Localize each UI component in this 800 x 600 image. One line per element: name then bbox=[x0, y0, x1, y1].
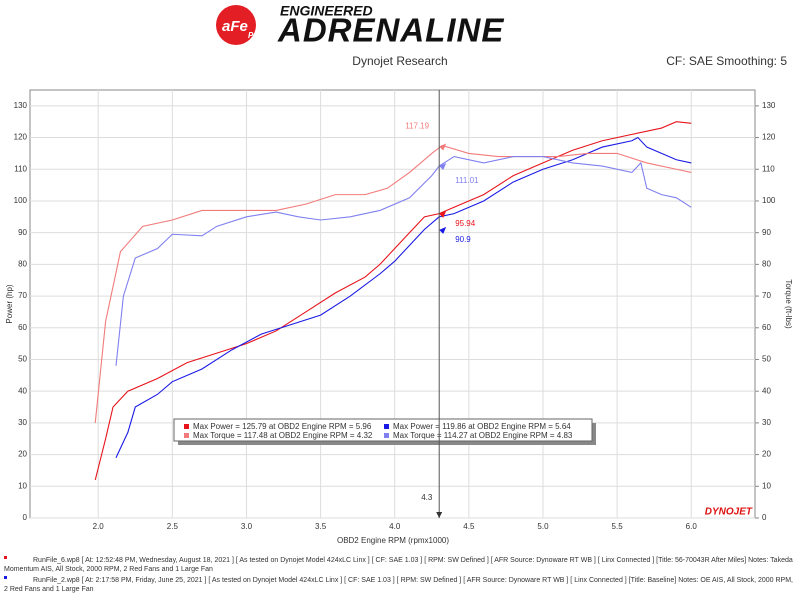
series-line bbox=[94, 121, 692, 481]
y-tick-label: 30 bbox=[18, 418, 27, 427]
legend-label: Max Power = 125.79 at OBD2 Engine RPM = … bbox=[193, 422, 372, 431]
y-tick-label: 60 bbox=[18, 323, 27, 332]
y-tick-label: 110 bbox=[14, 164, 27, 173]
y-tick-label: 120 bbox=[14, 133, 28, 142]
series-line bbox=[94, 144, 692, 423]
legend-label: Max Torque = 117.48 at OBD2 Engine RPM =… bbox=[193, 431, 373, 440]
chart: aFe POWER ENGINEERED ADRENALINE Dynojet … bbox=[5, 3, 793, 545]
legend: Max Power = 125.79 at OBD2 Engine RPM = … bbox=[173, 418, 596, 445]
y-tick-label: 70 bbox=[18, 291, 27, 300]
y2-tick-label: 0 bbox=[762, 513, 767, 522]
legend-label: Max Torque = 114.27 at OBD2 Engine RPM =… bbox=[393, 431, 573, 440]
y-tick-label: 100 bbox=[14, 196, 28, 205]
x-tick-label: 3.0 bbox=[241, 522, 253, 531]
y-tick-label: 10 bbox=[18, 481, 27, 490]
legend-label: Max Power = 119.86 at OBD2 Engine RPM = … bbox=[393, 422, 571, 431]
settings: CF: SAE Smoothing: 5 bbox=[666, 54, 787, 68]
y2-tick-label: 80 bbox=[762, 259, 771, 268]
y-tick-label: 40 bbox=[18, 386, 27, 395]
legend-box bbox=[173, 418, 593, 442]
cursor-value-label: 95.94 bbox=[455, 219, 476, 228]
y2-tick-label: 50 bbox=[762, 355, 771, 364]
x-tick-label: 6.0 bbox=[686, 522, 698, 531]
series-line bbox=[115, 155, 692, 366]
y-tick-label: 50 bbox=[18, 355, 27, 364]
series-line bbox=[115, 136, 692, 458]
y2-tick-label: 70 bbox=[762, 291, 771, 300]
legend-swatch bbox=[384, 424, 389, 429]
footer-text: RunFile_2.wp8 [ At: 2:17:58 PM, Friday, … bbox=[4, 577, 793, 593]
y2-tick-label: 20 bbox=[762, 450, 771, 459]
y2-axis-label: Torque (ft-lbs) bbox=[784, 279, 793, 329]
footer-swatch bbox=[4, 556, 7, 559]
cursor-value-label: 117.19 bbox=[405, 122, 429, 131]
footer-text: RunFile_6.wp8 [ At: 12:52:48 PM, Wednesd… bbox=[4, 557, 793, 573]
footer-run-1: RunFile_6.wp8 [ At: 12:52:48 PM, Wednesd… bbox=[4, 556, 796, 574]
cursor-marker bbox=[439, 143, 447, 151]
y2-tick-label: 100 bbox=[762, 196, 776, 205]
watermark: DYNOJET bbox=[705, 507, 753, 518]
logo-brand: aFe bbox=[222, 18, 248, 35]
cursor-marker bbox=[439, 210, 447, 218]
x-tick-label: 4.5 bbox=[463, 522, 475, 531]
footer-swatch bbox=[4, 576, 7, 579]
legend-swatch bbox=[384, 433, 389, 438]
y-tick-label: 130 bbox=[14, 101, 28, 110]
x-tick-label: 2.0 bbox=[93, 522, 105, 531]
y-tick-label: 80 bbox=[18, 259, 27, 268]
x-axis-label: OBD2 Engine RPM (rpmx1000) bbox=[337, 536, 449, 545]
cursor-marker bbox=[439, 226, 447, 234]
legend-swatch bbox=[184, 424, 189, 429]
logo-title: ADRENALINE bbox=[277, 12, 504, 49]
cursor-value-label: 90.9 bbox=[455, 235, 471, 244]
y2-tick-label: 40 bbox=[762, 386, 771, 395]
y2-tick-label: 60 bbox=[762, 323, 771, 332]
x-tick-label: 5.5 bbox=[612, 522, 624, 531]
y-tick-label: 20 bbox=[18, 450, 27, 459]
y2-tick-label: 120 bbox=[762, 133, 776, 142]
legend-swatch bbox=[184, 433, 189, 438]
y2-tick-label: 110 bbox=[762, 164, 775, 173]
x-tick-label: 2.5 bbox=[167, 522, 179, 531]
y2-tick-label: 30 bbox=[762, 418, 771, 427]
y-tick-label: 90 bbox=[18, 228, 27, 237]
cursor-marker bbox=[439, 163, 447, 171]
cursor-value-label: 111.01 bbox=[455, 176, 479, 185]
cursor-x-arrow bbox=[436, 512, 443, 518]
y-axis-label: Power (hp) bbox=[5, 284, 14, 323]
x-tick-label: 3.5 bbox=[315, 522, 327, 531]
plot-area bbox=[29, 89, 756, 519]
x-tick-label: 4.0 bbox=[389, 522, 401, 531]
y2-tick-label: 90 bbox=[762, 228, 771, 237]
subtitle: Dynojet Research bbox=[352, 54, 447, 68]
y2-tick-label: 10 bbox=[762, 481, 771, 490]
cursor-x-label: 4.3 bbox=[421, 493, 433, 502]
logo-tagline: ENGINEERED bbox=[280, 3, 373, 19]
x-tick-label: 5.0 bbox=[537, 522, 549, 531]
logo-badge bbox=[216, 5, 256, 45]
y2-tick-label: 130 bbox=[762, 101, 776, 110]
logo-sub: POWER bbox=[248, 31, 278, 40]
footer-run-2: RunFile_2.wp8 [ At: 2:17:58 PM, Friday, … bbox=[4, 576, 796, 594]
y-tick-label: 0 bbox=[23, 513, 28, 522]
